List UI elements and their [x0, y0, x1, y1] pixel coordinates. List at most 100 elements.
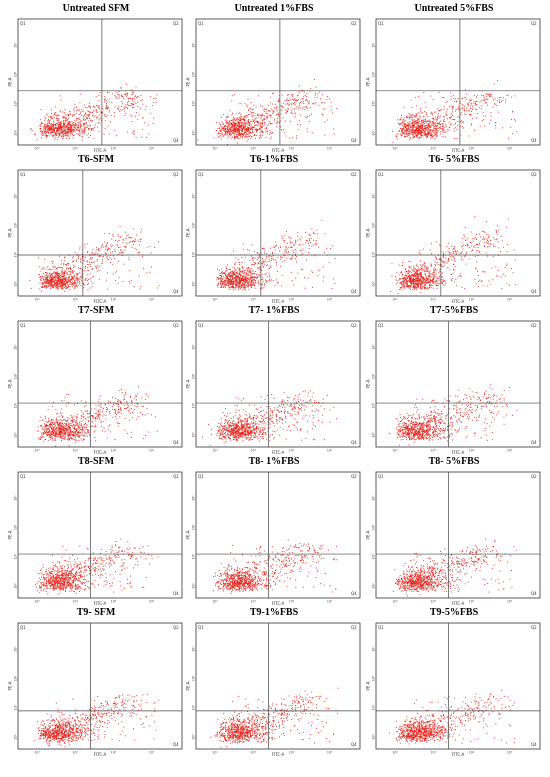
event-dot	[285, 99, 287, 101]
event-dot	[245, 285, 247, 287]
event-dot	[247, 114, 249, 116]
event-dot	[276, 244, 278, 246]
event-dot	[414, 127, 417, 129]
event-dot	[450, 92, 452, 94]
event-dot	[68, 276, 70, 278]
event-dot	[75, 122, 77, 124]
event-dot	[220, 137, 222, 139]
event-dot	[286, 98, 288, 100]
event-dot	[229, 121, 231, 123]
event-dot	[228, 281, 231, 283]
y-tick-label: 10⁴	[14, 222, 18, 228]
event-dot	[484, 231, 486, 233]
event-dot	[76, 253, 78, 255]
event-dot	[412, 125, 414, 127]
event-dot	[111, 234, 113, 236]
event-dot	[415, 120, 417, 122]
event-dot	[423, 120, 425, 122]
event-dot	[409, 121, 411, 123]
event-dot	[431, 274, 433, 276]
event-dot	[261, 131, 264, 133]
event-dot	[228, 122, 230, 124]
event-dot	[52, 125, 55, 127]
flow-panel: Untreated 5%FBS Q1 Q2 Q4 FITC-A PE-A 10² 10³ 10⁴…	[366, 3, 542, 153]
event-dot	[245, 115, 247, 117]
event-dot	[95, 246, 97, 249]
event-dot	[221, 286, 223, 288]
event-dot	[233, 122, 235, 124]
event-dot	[68, 137, 70, 139]
event-dot	[43, 129, 45, 131]
event-dot	[50, 284, 52, 286]
event-dot	[40, 290, 43, 292]
event-dot	[50, 112, 53, 115]
event-dot	[67, 131, 69, 133]
event-dot	[231, 95, 233, 97]
event-dot	[290, 257, 292, 259]
event-dot	[68, 129, 70, 131]
event-dot	[451, 252, 453, 254]
event-dot	[247, 249, 249, 251]
event-dot	[221, 285, 223, 287]
event-dot	[131, 115, 133, 117]
event-dot	[270, 266, 272, 268]
event-dot	[77, 279, 79, 281]
event-dot	[57, 288, 59, 291]
event-dot	[239, 137, 241, 139]
event-dot	[98, 105, 100, 107]
event-dot	[222, 127, 224, 129]
event-dot	[244, 126, 246, 129]
event-dot	[89, 107, 91, 109]
event-dot	[67, 126, 69, 128]
event-dot	[81, 128, 83, 130]
event-dot	[246, 114, 248, 117]
event-dot	[407, 132, 409, 134]
event-dot	[68, 267, 70, 269]
event-dot	[126, 94, 128, 96]
event-dot	[448, 126, 451, 128]
event-dot	[112, 251, 114, 253]
event-dot	[95, 117, 98, 119]
event-dot	[248, 284, 250, 286]
event-dot	[92, 267, 94, 269]
event-dot	[59, 128, 61, 130]
event-dot	[45, 281, 47, 283]
event-dot	[483, 119, 485, 121]
event-dot	[254, 276, 256, 279]
event-dot	[409, 282, 411, 284]
event-dot	[228, 131, 230, 133]
event-dot	[426, 286, 428, 288]
event-dot	[415, 129, 417, 131]
event-dot	[227, 268, 229, 270]
event-dot	[415, 116, 417, 118]
event-dot	[500, 96, 502, 99]
event-dot	[47, 128, 49, 130]
event-dot	[289, 257, 291, 259]
event-dot	[63, 275, 66, 277]
event-dot	[298, 120, 300, 122]
event-dot	[98, 249, 100, 251]
event-dot	[291, 255, 294, 257]
event-dot	[261, 124, 263, 126]
event-dot	[45, 130, 48, 132]
event-dot	[436, 129, 438, 131]
event-dot	[471, 105, 474, 107]
event-dot	[260, 121, 262, 123]
event-dot	[79, 124, 81, 126]
event-dot	[125, 83, 128, 85]
event-dot	[67, 119, 69, 121]
event-dot	[288, 104, 290, 107]
event-dot	[442, 97, 444, 99]
event-dot	[259, 136, 261, 139]
event-dot	[104, 119, 106, 121]
event-dot	[469, 258, 471, 260]
event-dot	[83, 119, 85, 121]
event-dot	[243, 280, 245, 282]
event-dot	[422, 121, 425, 123]
event-dot	[236, 117, 238, 119]
event-dot	[507, 218, 509, 220]
event-dot	[52, 276, 54, 278]
event-dot	[120, 105, 122, 108]
event-dot	[407, 124, 409, 126]
